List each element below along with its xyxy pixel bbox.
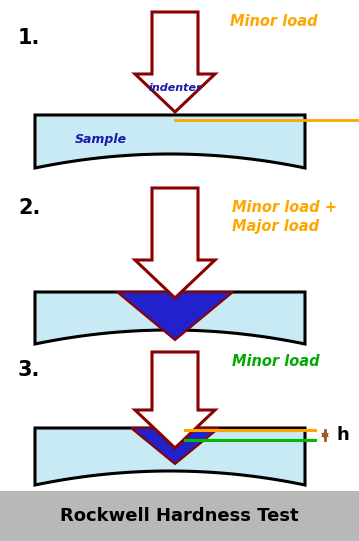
Polygon shape bbox=[135, 188, 215, 298]
Polygon shape bbox=[321, 433, 329, 440]
Bar bbox=[0, 491, 359, 541]
Text: Sample: Sample bbox=[75, 134, 127, 147]
Polygon shape bbox=[35, 428, 305, 485]
Polygon shape bbox=[35, 292, 305, 344]
Text: Minor load: Minor load bbox=[230, 15, 318, 30]
Text: Minor load +
Major load: Minor load + Major load bbox=[232, 200, 337, 234]
Polygon shape bbox=[35, 115, 305, 168]
Polygon shape bbox=[135, 12, 215, 112]
Text: indenter: indenter bbox=[148, 83, 202, 93]
Text: 3.: 3. bbox=[18, 360, 40, 380]
Polygon shape bbox=[321, 430, 329, 437]
Text: Rockwell Hardness Test: Rockwell Hardness Test bbox=[60, 507, 299, 525]
Text: Minor load: Minor load bbox=[232, 354, 320, 370]
Text: 2.: 2. bbox=[18, 198, 40, 218]
Text: 1.: 1. bbox=[18, 28, 40, 48]
Polygon shape bbox=[117, 292, 233, 340]
Polygon shape bbox=[131, 428, 219, 464]
Text: h: h bbox=[337, 426, 350, 444]
Polygon shape bbox=[135, 352, 215, 448]
